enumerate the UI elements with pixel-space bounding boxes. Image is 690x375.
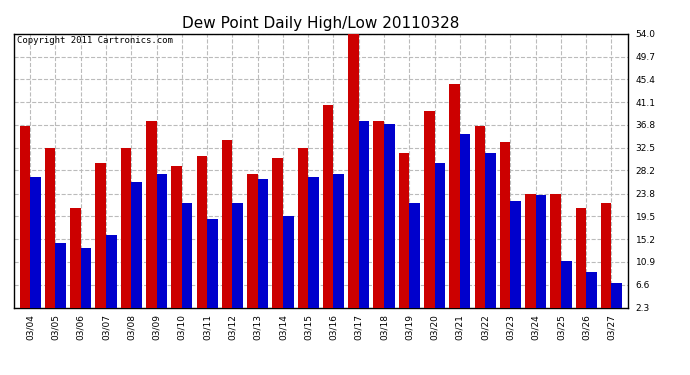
Bar [373, 121, 384, 308]
Bar [500, 142, 511, 308]
Bar [359, 121, 369, 308]
Bar [207, 219, 218, 308]
Bar [70, 209, 81, 308]
Bar [146, 121, 157, 308]
Bar [409, 203, 420, 308]
Bar [221, 140, 233, 308]
Bar [535, 195, 546, 308]
Bar [485, 153, 495, 308]
Bar [586, 272, 597, 308]
Bar [283, 216, 293, 308]
Bar [525, 194, 535, 308]
Bar [157, 174, 167, 308]
Bar [45, 148, 55, 308]
Bar [399, 153, 409, 308]
Bar [257, 179, 268, 308]
Bar [19, 126, 30, 308]
Bar [233, 203, 243, 308]
Bar [435, 164, 445, 308]
Bar [575, 209, 586, 308]
Bar [171, 166, 182, 308]
Bar [601, 203, 611, 308]
Bar [197, 156, 207, 308]
Bar [475, 126, 485, 308]
Bar [247, 174, 257, 308]
Bar [348, 34, 359, 308]
Bar [511, 201, 521, 308]
Bar [449, 84, 460, 308]
Bar [95, 164, 106, 308]
Bar [333, 174, 344, 308]
Bar [121, 148, 131, 308]
Bar [106, 235, 117, 308]
Bar [424, 111, 435, 308]
Bar [561, 261, 571, 308]
Bar [55, 243, 66, 308]
Text: Copyright 2011 Cartronics.com: Copyright 2011 Cartronics.com [17, 36, 172, 45]
Bar [551, 194, 561, 308]
Bar [611, 283, 622, 308]
Bar [131, 182, 142, 308]
Bar [308, 177, 319, 308]
Bar [81, 248, 91, 308]
Bar [297, 148, 308, 308]
Bar [30, 177, 41, 308]
Bar [460, 134, 471, 308]
Bar [384, 124, 395, 308]
Bar [182, 203, 193, 308]
Bar [273, 158, 283, 308]
Title: Dew Point Daily High/Low 20110328: Dew Point Daily High/Low 20110328 [182, 16, 460, 31]
Bar [323, 105, 333, 308]
